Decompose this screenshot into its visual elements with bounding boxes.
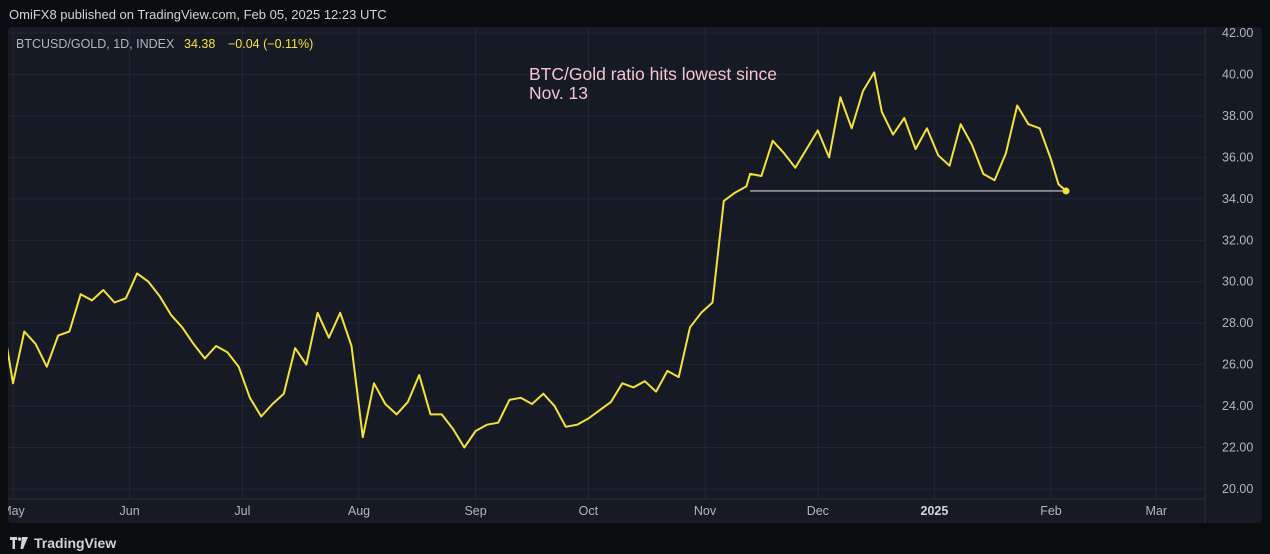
x-tick-label: Sep — [464, 504, 486, 518]
y-tick-label: 24.00 — [1222, 399, 1253, 413]
x-tick-label: Jul — [234, 504, 250, 518]
legend-symbol: BTCUSD/GOLD, 1D, INDEX — [16, 37, 175, 51]
plot-area — [8, 71, 1070, 449]
footer-brand: TradingView — [34, 535, 117, 551]
x-tick-label: Mar — [1146, 504, 1168, 518]
y-tick-label: 38.00 — [1222, 109, 1253, 123]
x-tick-label: Jun — [120, 504, 140, 518]
y-tick-label: 26.00 — [1222, 358, 1253, 372]
y-tick-label: 22.00 — [1222, 441, 1253, 455]
publisher-line: OmiFX8 published on TradingView.com, Feb… — [9, 6, 387, 22]
chart-grid — [8, 27, 1205, 499]
x-tick-label: May — [8, 504, 26, 518]
x-tick-label: Dec — [807, 504, 829, 518]
x-tick-label: Nov — [694, 504, 717, 518]
annotation-line-1: BTC/Gold ratio hits lowest since — [529, 64, 777, 84]
x-tick-label: Oct — [579, 504, 599, 518]
publisher-header: OmiFX8 published on TradingView.com, Feb… — [0, 0, 1270, 28]
y-tick-label: 36.00 — [1222, 150, 1253, 164]
y-tick-label: 42.00 — [1222, 27, 1253, 40]
y-tick-label: 30.00 — [1222, 275, 1253, 289]
y-tick-label: 34.00 — [1222, 192, 1253, 206]
legend-change: −0.04 (−0.11%) — [228, 37, 313, 51]
annotation-line-2: Nov. 13 — [529, 83, 588, 103]
time-axis: May Jun Jul Aug Sep Oct Nov Dec 2025 Feb Mar — [8, 498, 1205, 518]
price-chart[interactable]: 20.00 22.00 24.00 26.00 28.00 30.00 32.00 34.00… — [8, 27, 1262, 523]
series-line-btcusd-gold — [8, 71, 1067, 449]
legend-last: 34.38 — [184, 37, 215, 51]
y-tick-label: 20.00 — [1222, 482, 1253, 496]
chart-panel[interactable]: 20.00 22.00 24.00 26.00 28.00 30.00 32.00 34.00… — [8, 27, 1262, 523]
y-tick-label: 28.00 — [1222, 316, 1253, 330]
x-tick-label: Aug — [348, 504, 370, 518]
last-value-dot — [1062, 187, 1070, 195]
y-tick-label: 40.00 — [1222, 67, 1253, 81]
x-tick-label: 2025 — [921, 504, 949, 518]
y-tick-label: 32.00 — [1222, 233, 1253, 247]
tradingview-logo-icon — [10, 537, 28, 549]
x-tick-label: Feb — [1040, 504, 1062, 518]
price-axis: 20.00 22.00 24.00 26.00 28.00 30.00 32.00 34.00… — [1204, 27, 1253, 523]
footer: TradingView — [10, 532, 116, 554]
